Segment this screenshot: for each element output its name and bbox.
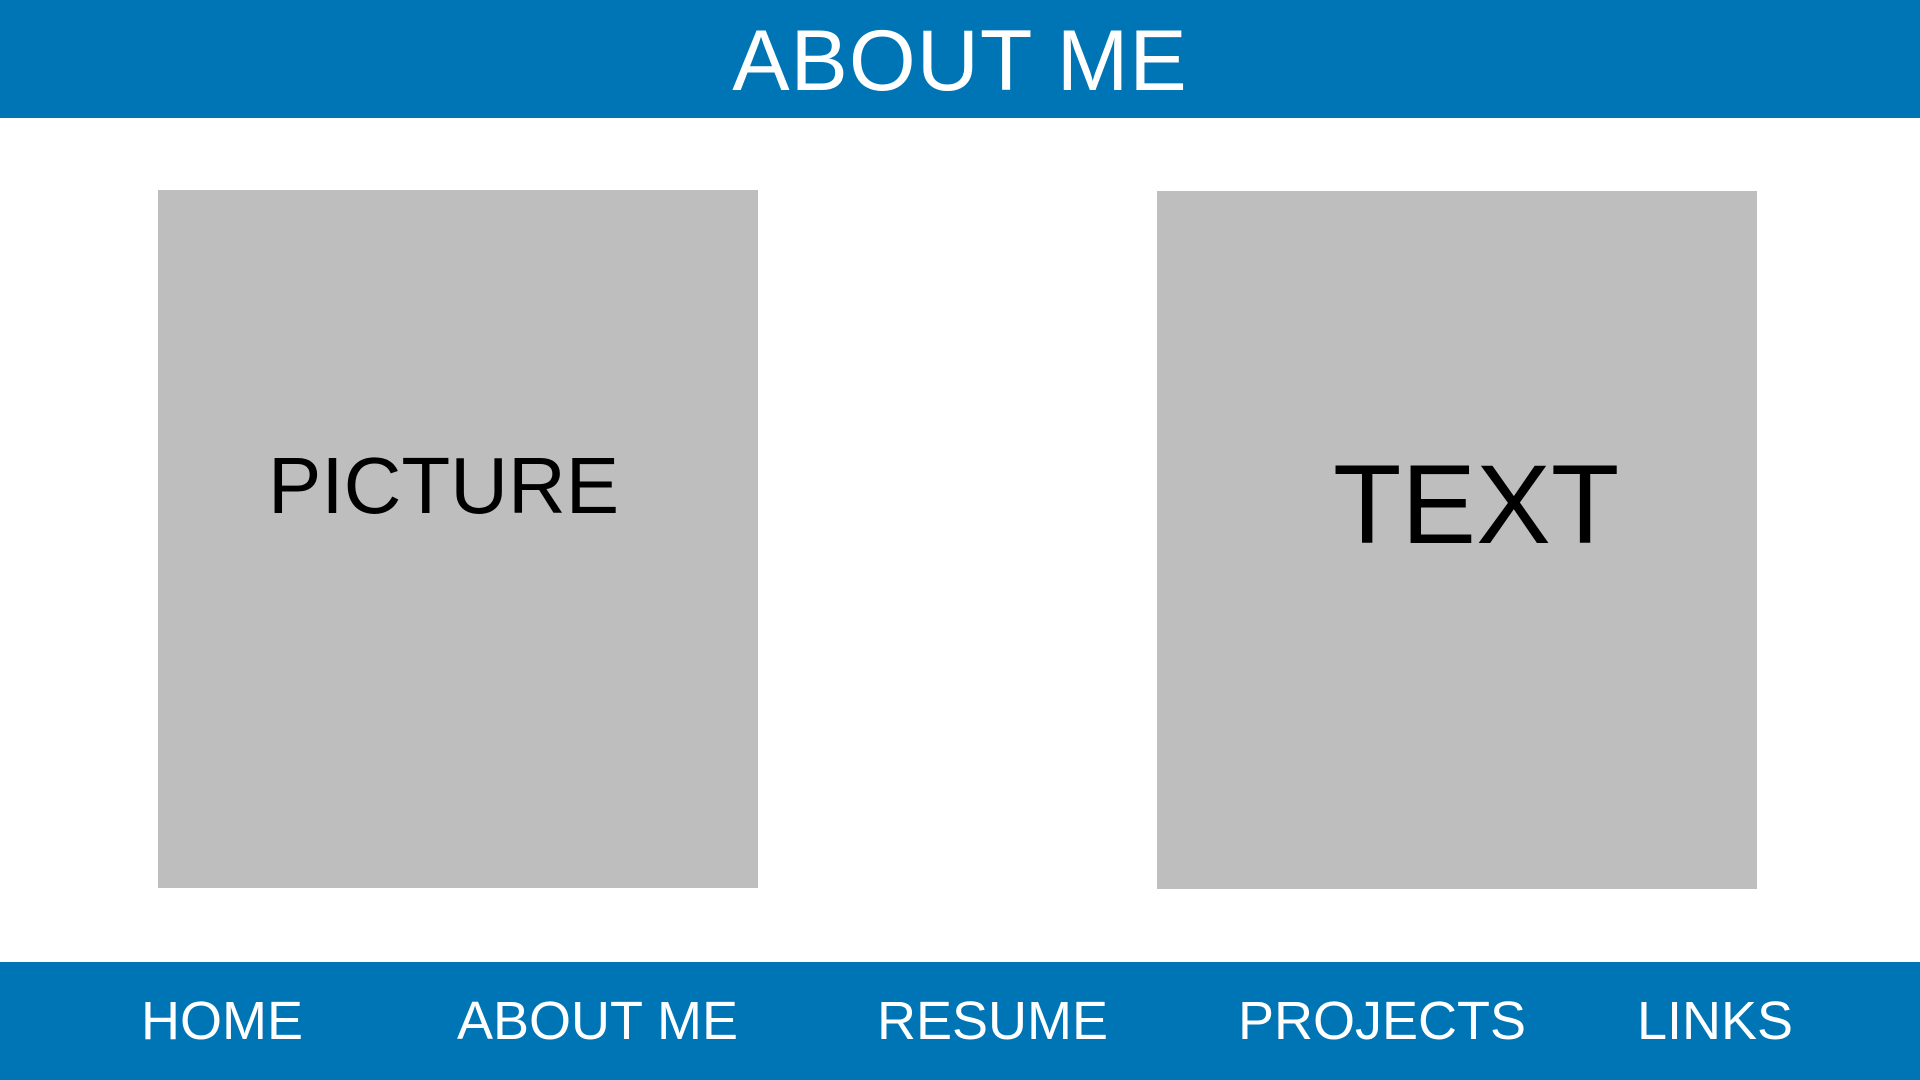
- text-placeholder-label: TEXT: [1333, 442, 1620, 567]
- picture-placeholder-label: PICTURE: [268, 441, 620, 530]
- nav-projects-link[interactable]: PROJECTS: [1238, 991, 1527, 1051]
- footer-nav-bar: HOME ABOUT ME RESUME PROJECTS LINKS: [0, 962, 1920, 1080]
- picture-placeholder: PICTURE: [158, 190, 758, 888]
- nav-about-me-link[interactable]: ABOUT ME: [457, 991, 739, 1051]
- text-placeholder: TEXT: [1157, 191, 1757, 889]
- nav-home-link[interactable]: HOME: [141, 991, 303, 1051]
- nav-resume-link[interactable]: RESUME: [877, 991, 1109, 1051]
- nav-links-link[interactable]: LINKS: [1637, 991, 1794, 1051]
- page-header: ABOUT ME: [0, 0, 1920, 118]
- page-title: ABOUT ME: [732, 13, 1188, 109]
